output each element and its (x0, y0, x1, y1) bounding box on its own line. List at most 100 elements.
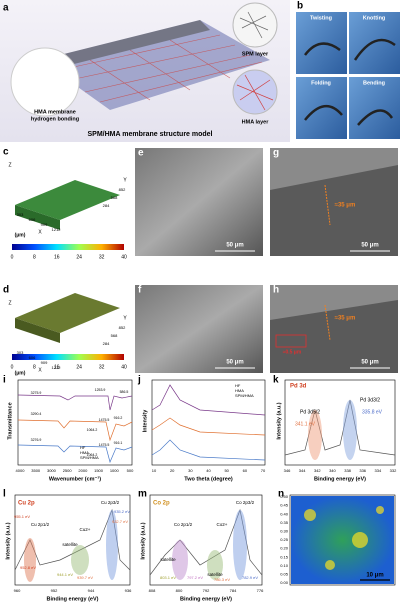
x-tick-label: 960 (14, 588, 21, 593)
sem-e (135, 148, 263, 256)
surface-d (15, 293, 120, 333)
surface-side (15, 318, 60, 343)
label: SPM layer (242, 51, 269, 57)
panel-letter: j (137, 375, 141, 386)
label: 10 μm (366, 573, 383, 579)
label: hydrogen bonding (31, 116, 79, 122)
path (239, 11, 269, 39)
label: Cu 2p (18, 501, 35, 507)
x-tick-label: 342 (314, 468, 321, 473)
label: HMA membrane (34, 109, 76, 115)
x-tick-label: 792 (203, 588, 210, 593)
x-tick-label: 1000 (110, 468, 120, 473)
path (17, 419, 133, 442)
y-tick-label: 0.10 (280, 563, 289, 568)
thickness-line (324, 184, 331, 226)
path (357, 109, 394, 126)
y-axis-label: Intensity (a.u.) (5, 522, 11, 559)
x-tick-label: 334 (375, 468, 382, 473)
label: 782.9 eV (242, 575, 258, 580)
label: Co 2p1/2 (174, 522, 193, 527)
x-tick-label: 3000 (47, 468, 57, 473)
label: 952.8 eV (20, 565, 36, 570)
x-tick-label: 3500 (31, 468, 41, 473)
hma-bubble (10, 47, 80, 117)
label: Pd 3d (290, 384, 307, 390)
ellipse (343, 400, 357, 460)
label: Cu 2p3/2 (101, 500, 120, 505)
panel-letter: a (3, 3, 9, 14)
label: 909 (41, 360, 48, 365)
label: 32 (99, 254, 105, 260)
x-tick-label: 336 (359, 468, 366, 473)
label: 932.7 eV (112, 519, 128, 524)
label: Co 2p3/2 (236, 500, 255, 505)
surface-side (15, 205, 60, 230)
line (99, 61, 263, 103)
label: 955.1 eV (14, 514, 30, 519)
y-tick-label: 0.00 (280, 580, 289, 585)
y-tick-label: 0.25 (280, 537, 289, 542)
path (151, 417, 266, 436)
label: Y (123, 177, 127, 183)
label: 40 (121, 254, 127, 260)
legend-entry: HMA (235, 388, 244, 393)
label: 40 (121, 364, 127, 370)
panel-letter: m (138, 489, 147, 500)
spectra (14, 384, 396, 576)
panel-letter: n (278, 489, 284, 500)
circle (376, 506, 384, 514)
inset-box (275, 334, 307, 348)
label: 24 (76, 364, 82, 370)
x-tick-label: 500 (127, 468, 134, 473)
label: 284 (103, 341, 110, 346)
heatmap-spots (304, 506, 384, 570)
y-axis-label: Intensity (a.u.) (276, 402, 282, 439)
label: 909 (41, 222, 48, 227)
label: Knotting (363, 15, 386, 21)
label: HMA layer (242, 119, 270, 125)
label: 1475.5 (99, 418, 110, 422)
x-tick-label: 808 (149, 588, 156, 593)
panel-letter: g (273, 148, 279, 159)
label: 606 (29, 355, 36, 360)
x-tick-label: 1500 (94, 468, 104, 473)
ellipse (172, 540, 188, 580)
label: (μm) (15, 370, 26, 376)
x-tick-label: 2500 (63, 468, 73, 473)
x-tick-label: 332 (390, 468, 397, 473)
x-tick-label: 776 (257, 588, 264, 593)
panel-letter: f (138, 285, 142, 296)
label: 335.8 eV (362, 409, 383, 415)
legend-entry: SPM/HMA (235, 393, 254, 398)
tile (349, 77, 400, 139)
label: 0 (11, 364, 14, 370)
path (304, 105, 343, 121)
colorbar (12, 244, 124, 250)
sem-f (135, 285, 263, 373)
y-tick-label: 0.40 (280, 511, 289, 516)
line (169, 39, 231, 79)
label: 935.2 eV (114, 509, 130, 514)
label: 50 μm (361, 360, 378, 366)
hma-mesh (236, 74, 274, 111)
panel-letter: d (3, 285, 9, 296)
rect (149, 494, 263, 586)
panel-letter: c (3, 147, 9, 158)
y-axis-label: Intensity (142, 409, 148, 433)
path (151, 439, 266, 461)
circle (304, 509, 316, 521)
x-tick-label: 338 (344, 468, 351, 473)
label: 303 (17, 212, 24, 217)
y-tick-label: 0.50 (280, 494, 289, 499)
ellipse (24, 538, 36, 582)
label: 3276.9 (31, 438, 42, 442)
path (17, 394, 133, 411)
line (69, 44, 236, 81)
line (84, 54, 251, 93)
x-tick-label: 50 (224, 468, 229, 473)
label: 852 (119, 187, 126, 192)
x-tick-label: 346 (284, 468, 291, 473)
panel-letter: e (138, 148, 144, 159)
